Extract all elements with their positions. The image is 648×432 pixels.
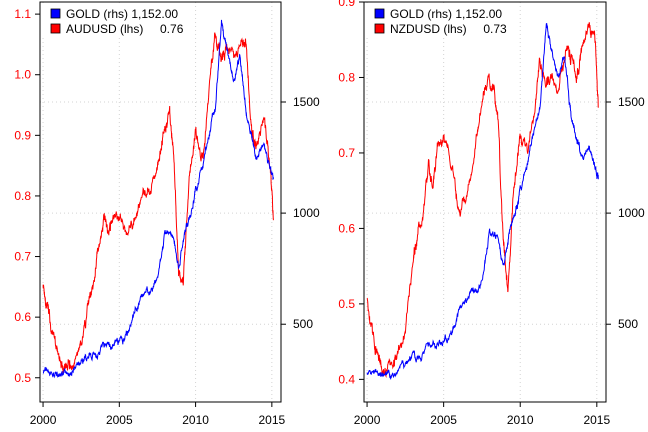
right-tick-label: 1000 — [618, 206, 645, 220]
right-tick-label: 1000 — [293, 206, 320, 220]
gold-series-line — [366, 23, 599, 381]
left-tick-label: 0.5 — [14, 371, 31, 385]
legend-swatch — [374, 23, 385, 34]
x-tick-label: 2015 — [258, 413, 285, 427]
chart-panel-2: 2000 2005 2010 2015 0.4 0.5 0.6 0.7 0.8 0.9 500 100… — [338, 0, 645, 427]
x-tick-label: 2010 — [507, 413, 534, 427]
left-tick-label: 0.8 — [338, 70, 355, 84]
x-tick-label: 2000 — [354, 413, 381, 427]
left-tick-label: 0.7 — [14, 250, 31, 264]
x-tick-label: 2015 — [583, 413, 610, 427]
x-tick-label: 2010 — [182, 413, 209, 427]
fx-series-line — [42, 32, 274, 374]
fx-series-line — [366, 22, 599, 379]
legend-label: GOLD (rhs) 1,152.00 — [390, 7, 502, 21]
legend-label: AUDUSD (lhs) 0.76 — [66, 22, 184, 36]
right-tick-label: 500 — [618, 317, 638, 331]
left-tick-label: 0.9 — [14, 128, 31, 142]
x-tick-label: 2000 — [30, 413, 57, 427]
right-tick-label: 500 — [293, 317, 313, 331]
left-tick-label: 0.6 — [14, 310, 31, 324]
plot-frame — [39, 1, 282, 403]
left-tick-label: 0.6 — [338, 221, 355, 235]
legend-swatch — [374, 8, 385, 19]
legend-label: NZDUSD (lhs) 0.73 — [390, 22, 507, 36]
legend-swatch — [50, 23, 61, 34]
left-tick-label: 0.7 — [338, 146, 355, 160]
x-tick-label: 2005 — [430, 413, 457, 427]
legend-swatch — [50, 8, 61, 19]
right-tick-label: 1500 — [618, 95, 645, 109]
gold-series-line — [42, 19, 274, 379]
x-tick-label: 2005 — [106, 413, 133, 427]
left-tick-label: 0.9 — [338, 0, 355, 9]
legend-label: GOLD (rhs) 1,152.00 — [66, 7, 178, 21]
left-tick-label: 0.8 — [14, 189, 31, 203]
legend-background — [41, 4, 191, 38]
legend-background — [365, 4, 515, 38]
chart-panel-1: 2000 2005 2010 2015 0.5 0.6 0.7 0.8 0.9 1.0 1.1 500… — [14, 1, 320, 427]
left-tick-label: 1.0 — [14, 68, 31, 82]
plot-frame — [363, 1, 607, 403]
left-tick-label: 1.1 — [14, 7, 31, 21]
left-tick-label: 0.5 — [338, 297, 355, 311]
right-tick-label: 1500 — [293, 95, 320, 109]
left-tick-label: 0.4 — [338, 372, 355, 386]
